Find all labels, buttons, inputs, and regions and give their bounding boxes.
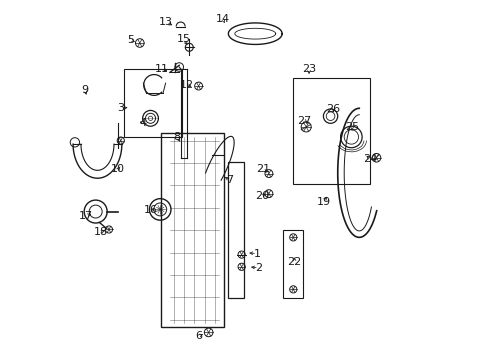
- Text: 5: 5: [127, 35, 134, 45]
- Text: 24: 24: [362, 154, 376, 164]
- Text: 2: 2: [255, 263, 262, 273]
- Text: 8: 8: [173, 132, 180, 142]
- Text: 16: 16: [143, 206, 157, 216]
- Text: 3: 3: [117, 103, 124, 113]
- Text: 1: 1: [253, 248, 260, 258]
- Text: 7: 7: [226, 175, 233, 185]
- Text: 26: 26: [325, 104, 340, 114]
- Text: 10: 10: [111, 164, 125, 174]
- Text: 15: 15: [176, 35, 190, 44]
- Bar: [227, 162, 244, 298]
- Text: 12: 12: [180, 80, 194, 90]
- Text: 21: 21: [256, 164, 270, 174]
- Text: 17: 17: [79, 211, 93, 221]
- Text: 14: 14: [216, 14, 229, 24]
- Text: 18: 18: [94, 227, 108, 237]
- Text: 6: 6: [195, 331, 202, 341]
- Text: 23: 23: [302, 64, 315, 74]
- Bar: [292, 78, 369, 184]
- Text: 25: 25: [345, 122, 358, 132]
- Text: 27: 27: [297, 116, 311, 126]
- Bar: [283, 230, 303, 298]
- Text: 4: 4: [140, 118, 146, 128]
- Text: 20: 20: [254, 191, 268, 201]
- Text: 19: 19: [316, 197, 330, 207]
- Text: 22: 22: [287, 257, 301, 267]
- Bar: [161, 134, 224, 327]
- Text: 13: 13: [159, 17, 173, 27]
- Bar: [124, 69, 182, 137]
- Text: 11: 11: [155, 64, 169, 74]
- Text: 9: 9: [81, 85, 88, 95]
